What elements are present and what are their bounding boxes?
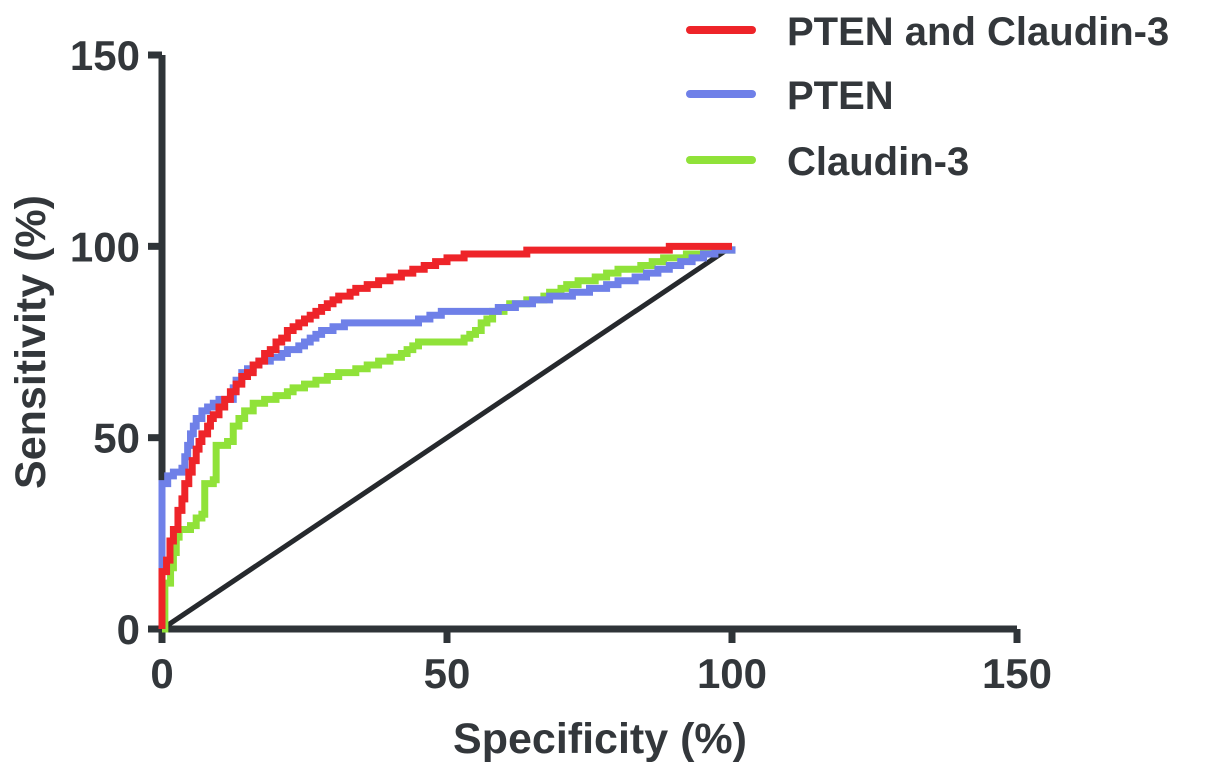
x-tick-label: 0: [150, 650, 173, 697]
axes-layer: 0 50 100 150 0 50 100 150: [70, 32, 1052, 697]
y-tick-label: 50: [93, 415, 140, 462]
roc-curve-claudin-3: [161, 246, 736, 633]
roc-curve-pten: [158, 246, 736, 629]
legend: PTEN and Claudin-3 PTEN Claudin-3: [686, 10, 1169, 184]
x-tick-label: 50: [424, 650, 471, 697]
y-axis-title: Sensitivity (%): [7, 195, 55, 489]
legend-swatches: [686, 26, 756, 164]
x-axis-title: Specificity (%): [453, 715, 747, 763]
y-tick-label: 0: [117, 606, 140, 653]
curves-layer: [158, 242, 736, 633]
reference-diagonal: [160, 244, 734, 632]
roc-curve-pten-and-claudin-3: [158, 242, 732, 629]
x-tick-label: 150: [982, 650, 1052, 697]
x-tick-label: 100: [697, 650, 767, 697]
y-tick-label: 150: [70, 32, 140, 79]
legend-label-claudin-3: Claudin-3: [787, 140, 969, 184]
legend-label-pten-and-claudin-3: PTEN and Claudin-3: [787, 10, 1169, 54]
legend-label-pten: PTEN: [787, 74, 894, 118]
y-tick-label: 100: [70, 223, 140, 270]
